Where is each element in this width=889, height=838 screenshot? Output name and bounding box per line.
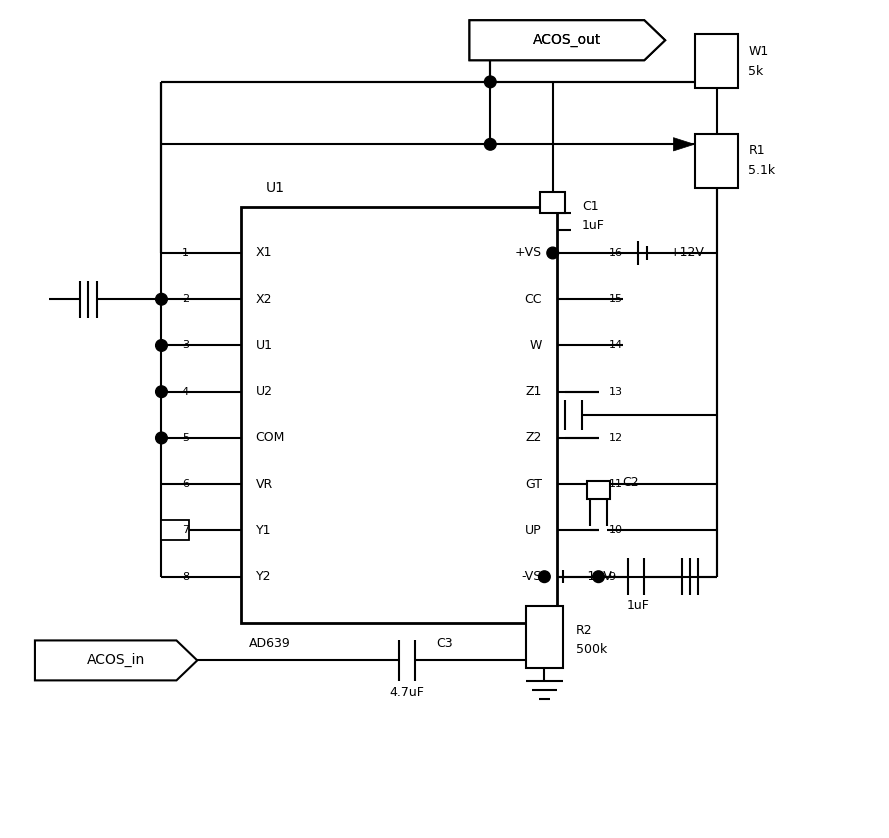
Bar xyxy=(695,34,739,88)
Text: ACOS_out: ACOS_out xyxy=(533,34,602,47)
Text: 4.7uF: 4.7uF xyxy=(389,685,424,699)
Text: Z2: Z2 xyxy=(525,432,542,444)
Circle shape xyxy=(156,339,167,351)
Text: 11: 11 xyxy=(608,479,622,489)
Text: R2: R2 xyxy=(576,624,593,638)
Text: X2: X2 xyxy=(255,292,272,306)
Circle shape xyxy=(156,385,167,397)
Text: U1: U1 xyxy=(255,339,273,352)
Circle shape xyxy=(593,571,605,582)
Text: 3: 3 xyxy=(182,340,189,350)
Text: COM: COM xyxy=(255,432,284,444)
Text: 10: 10 xyxy=(608,525,622,535)
Text: R1: R1 xyxy=(749,144,765,158)
Text: 500k: 500k xyxy=(576,643,607,656)
Text: 5: 5 xyxy=(182,433,189,443)
Text: 7: 7 xyxy=(182,525,189,535)
Text: W: W xyxy=(530,339,542,352)
Text: 12: 12 xyxy=(608,433,622,443)
Bar xyxy=(526,606,563,668)
Bar xyxy=(241,207,557,623)
Text: 13: 13 xyxy=(608,386,622,396)
Polygon shape xyxy=(469,20,665,60)
Text: 16: 16 xyxy=(608,248,622,258)
Text: Z1: Z1 xyxy=(525,385,542,398)
Polygon shape xyxy=(35,640,197,680)
Text: 5k: 5k xyxy=(749,65,764,78)
Text: Y2: Y2 xyxy=(255,570,271,583)
Text: UP: UP xyxy=(525,524,542,537)
Text: 1: 1 xyxy=(182,248,189,258)
Bar xyxy=(162,520,189,541)
Text: 4: 4 xyxy=(182,386,189,396)
Text: 14: 14 xyxy=(608,340,622,350)
Text: +VS: +VS xyxy=(515,246,542,260)
Text: 15: 15 xyxy=(608,294,622,304)
Text: ACOS_out: ACOS_out xyxy=(533,34,602,47)
Text: 8: 8 xyxy=(182,572,189,582)
Text: 1uF: 1uF xyxy=(626,599,649,613)
Text: -VS: -VS xyxy=(522,570,542,583)
Circle shape xyxy=(547,247,558,259)
Text: 6: 6 xyxy=(182,479,189,489)
Text: AD639: AD639 xyxy=(249,637,291,650)
Text: +12V: +12V xyxy=(669,246,704,260)
Text: W1: W1 xyxy=(749,44,769,58)
Text: 2: 2 xyxy=(182,294,189,304)
Text: C1: C1 xyxy=(582,199,598,213)
Bar xyxy=(587,481,610,499)
Text: Y1: Y1 xyxy=(255,524,271,537)
Circle shape xyxy=(485,76,496,88)
Text: U1: U1 xyxy=(266,181,284,195)
Bar xyxy=(541,192,565,213)
Text: ACOS_in: ACOS_in xyxy=(87,654,145,668)
Circle shape xyxy=(539,571,550,582)
Text: 9: 9 xyxy=(608,572,615,582)
Text: C3: C3 xyxy=(436,637,453,650)
Circle shape xyxy=(156,432,167,444)
Text: 5.1k: 5.1k xyxy=(749,164,775,178)
Polygon shape xyxy=(674,137,694,151)
Text: -12V: -12V xyxy=(583,570,613,583)
Text: GT: GT xyxy=(525,478,542,491)
Text: 1uF: 1uF xyxy=(582,219,605,232)
Polygon shape xyxy=(469,20,665,60)
Circle shape xyxy=(485,138,496,150)
Text: C2: C2 xyxy=(621,476,638,489)
Text: VR: VR xyxy=(255,478,273,491)
Text: U2: U2 xyxy=(255,385,273,398)
Text: CC: CC xyxy=(525,292,542,306)
Circle shape xyxy=(156,293,167,305)
Text: X1: X1 xyxy=(255,246,272,260)
Bar xyxy=(695,134,739,188)
